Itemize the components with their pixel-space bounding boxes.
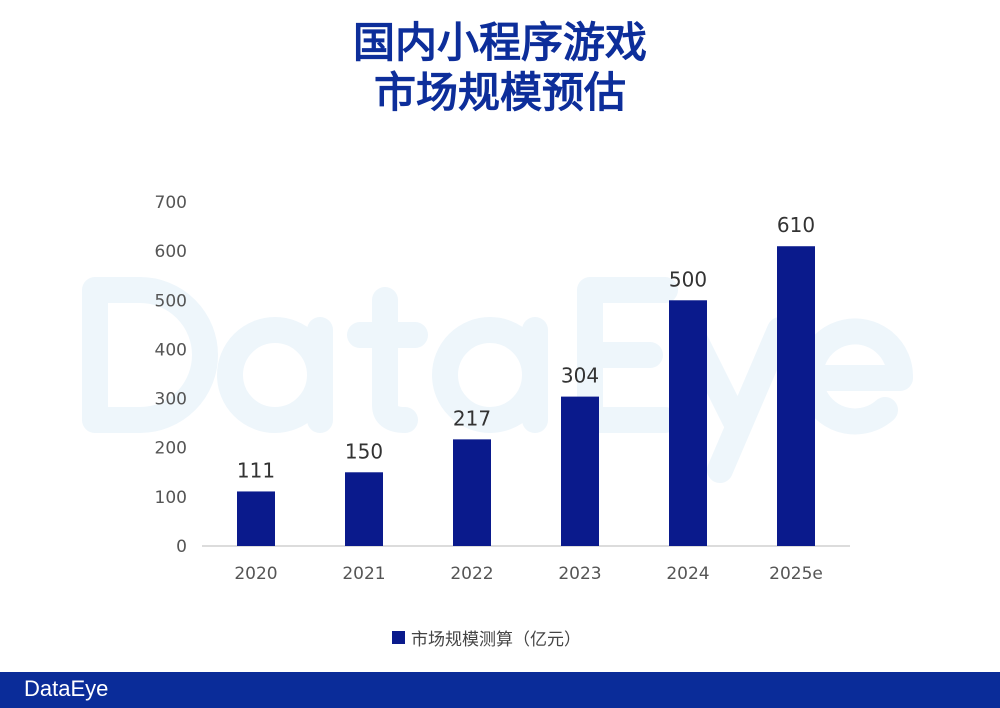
y-tick-label: 300 (155, 390, 187, 410)
title-line-1: 国内小程序游戏 (352, 18, 647, 67)
data-label: 111 (237, 458, 275, 482)
data-label: 150 (345, 439, 383, 463)
x-tick-label: 2021 (342, 564, 385, 584)
bar (237, 491, 275, 546)
y-tick-label: 500 (155, 291, 187, 311)
data-label: 610 (777, 213, 815, 237)
title-line-2: 市场规模预估 (373, 68, 626, 117)
data-label: 500 (669, 267, 707, 291)
x-tick-label: 2023 (558, 564, 601, 584)
y-tick-label: 100 (155, 488, 187, 508)
y-tick-label: 700 (155, 193, 187, 213)
y-tick-label: 0 (176, 537, 187, 557)
data-label: 304 (561, 364, 599, 388)
data-label: 217 (453, 406, 491, 430)
x-tick-label: 2024 (666, 564, 709, 584)
legend: 市场规模测算（亿元） (392, 625, 581, 650)
legend-label: 市场规模测算（亿元） (411, 630, 581, 650)
legend-swatch (392, 631, 405, 644)
x-tick-label: 2022 (450, 564, 493, 584)
x-tick-label: 2020 (234, 564, 277, 584)
footer-bar: DataEye (0, 672, 1000, 708)
bar (453, 439, 491, 546)
bar (561, 396, 599, 546)
page-title: 国内小程序游戏 市场规模预估 (0, 18, 1000, 118)
y-tick-label: 600 (155, 242, 187, 262)
bar (669, 300, 707, 546)
dataeye-logo: DataEye (24, 676, 109, 701)
bar (777, 246, 815, 546)
x-tick-label: 2025e (769, 564, 823, 584)
y-tick-label: 200 (155, 439, 187, 459)
y-tick-label: 400 (155, 340, 187, 360)
bar (345, 472, 383, 546)
